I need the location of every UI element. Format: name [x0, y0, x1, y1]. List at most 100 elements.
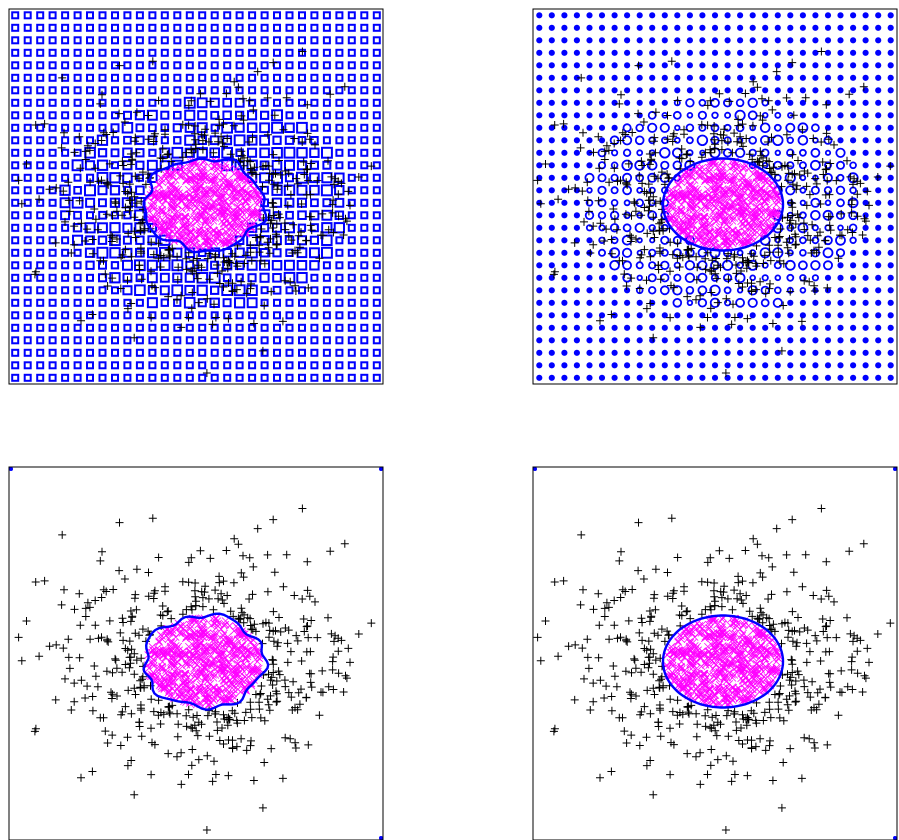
grid-marker — [849, 249, 857, 256]
outer-point — [88, 249, 97, 258]
grid-marker — [684, 272, 696, 284]
grid-marker — [360, 123, 369, 132]
outer-point — [808, 220, 817, 229]
inner-point — [163, 649, 172, 658]
grid-marker — [724, 111, 732, 119]
grid-marker — [685, 98, 695, 108]
grid-marker — [611, 24, 618, 31]
grid-marker — [610, 149, 619, 157]
outer-point — [791, 220, 800, 228]
grid-marker — [122, 147, 133, 158]
grid-marker — [536, 287, 543, 294]
inner-point — [191, 201, 200, 210]
grid-marker — [259, 122, 270, 134]
outer-point — [136, 226, 145, 235]
grid-marker — [875, 12, 882, 19]
outer-point — [571, 640, 580, 649]
grid-marker — [234, 297, 246, 309]
grid-marker — [273, 361, 281, 370]
grid-marker — [11, 123, 20, 132]
grid-marker — [210, 373, 219, 382]
outer-point — [263, 587, 272, 596]
outer-point — [779, 301, 788, 310]
grid-marker — [561, 224, 568, 231]
outer-point — [326, 547, 335, 556]
outer-point — [284, 231, 293, 240]
grid-marker — [887, 212, 894, 219]
outer-point — [125, 206, 134, 215]
outer-point — [241, 708, 250, 717]
grid-marker — [335, 298, 344, 307]
grid-marker — [887, 49, 894, 56]
grid-marker — [887, 112, 894, 119]
outer-point — [91, 215, 100, 224]
outer-point — [229, 121, 238, 130]
outer-point — [177, 780, 186, 789]
grid-marker — [636, 374, 643, 381]
outer-point — [284, 626, 293, 635]
grid-marker — [824, 12, 832, 19]
grid-marker — [799, 211, 807, 220]
grid-marker — [160, 373, 169, 382]
outer-point — [584, 207, 593, 216]
grid-marker — [159, 285, 170, 296]
outer-point — [96, 713, 105, 722]
outer-point — [734, 279, 743, 288]
grid-marker — [322, 136, 331, 145]
grid-marker — [561, 112, 568, 119]
grid-marker — [561, 374, 568, 381]
grid-marker — [36, 261, 45, 270]
grid-marker — [61, 36, 70, 45]
grid-marker — [598, 99, 606, 106]
grid-marker — [322, 348, 331, 357]
inner-point — [197, 625, 206, 633]
grid-marker — [185, 73, 194, 82]
grid-marker — [347, 111, 356, 120]
grid-marker — [310, 323, 319, 332]
grid-marker — [561, 149, 568, 156]
outer-point — [747, 249, 756, 258]
outer-point — [126, 202, 135, 211]
grid-marker — [310, 373, 319, 382]
outer-point — [334, 669, 343, 678]
outer-point — [326, 90, 335, 99]
outer-point — [246, 241, 255, 250]
grid-marker — [173, 336, 182, 345]
outer-point — [637, 211, 646, 220]
grid-marker — [86, 48, 94, 57]
inner-point — [235, 629, 243, 638]
grid-marker — [823, 172, 833, 183]
grid-marker — [536, 349, 543, 356]
outer-point — [801, 550, 810, 559]
grid-marker — [372, 248, 381, 257]
inner-point — [238, 642, 246, 650]
outer-point — [579, 585, 587, 594]
inner-point — [756, 191, 765, 200]
outer-point — [337, 636, 346, 645]
outer-point — [111, 654, 120, 663]
outer-point — [226, 150, 235, 159]
grid-marker — [23, 98, 32, 107]
grid-marker — [260, 311, 269, 320]
outer-point — [242, 746, 251, 755]
grid-marker — [260, 286, 269, 295]
grid-marker — [23, 298, 32, 307]
outer-point — [148, 57, 157, 66]
outer-point — [843, 156, 851, 165]
grid-marker — [786, 148, 795, 157]
grid-marker — [36, 98, 45, 107]
outer-point — [219, 710, 228, 719]
grid-marker — [611, 287, 618, 294]
inner-point — [720, 237, 728, 245]
grid-marker — [36, 298, 45, 307]
inner-point — [728, 203, 736, 211]
outer-point — [269, 637, 278, 646]
grid-marker — [146, 159, 158, 171]
grid-marker — [135, 98, 144, 107]
grid-marker — [812, 312, 819, 319]
outer-point — [621, 210, 630, 219]
grid-marker — [185, 348, 194, 357]
outer-point — [30, 270, 39, 279]
outer-point — [793, 181, 801, 190]
grid-marker — [573, 337, 581, 344]
